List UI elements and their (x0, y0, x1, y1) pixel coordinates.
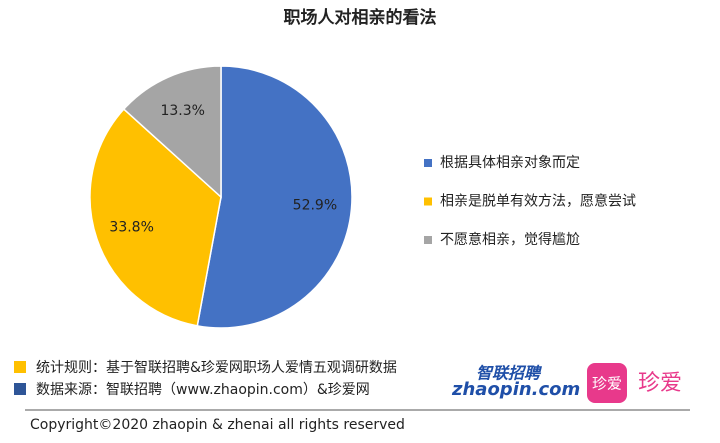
legend-label: 不愿意相亲，觉得尴尬 (440, 231, 580, 248)
legend-label: 根据具体相亲对象而定 (440, 155, 580, 171)
logo-text: 珍爱 (638, 371, 682, 396)
note-marker (14, 383, 26, 395)
pie-slice (122, 65, 222, 199)
logo-text: 智联招聘 (476, 364, 543, 383)
logo-text: 珍爱 (592, 375, 622, 393)
legend-marker (424, 236, 432, 244)
legend-marker (424, 159, 432, 167)
logo-icon (587, 363, 627, 403)
legend-label: 相亲是脱单有效方法，愿意尝试 (440, 193, 636, 210)
legend-marker (424, 197, 432, 206)
data-label: 33.8% (109, 219, 153, 235)
pie-slice (196, 65, 353, 329)
footer-note: 数据来源：智联招聘（www.zhaopin.com）&珍爱网 (36, 382, 370, 398)
chart-title: 职场人对相亲的看法 (284, 7, 437, 28)
logo-text: zhaopin.com (451, 379, 580, 400)
footer-note: 统计规则：基于智联招聘&珍爱网职场人爱情五观调研数据 (36, 359, 397, 376)
note-marker (14, 361, 26, 373)
copyright: Copyright©2020 zhaopin & zhenai all righ… (30, 417, 405, 433)
pie-slice (89, 108, 222, 327)
data-label: 52.9% (293, 198, 337, 214)
data-label: 13.3% (160, 103, 204, 119)
pie: 52.9% 33.8% 13.3% (89, 65, 353, 329)
